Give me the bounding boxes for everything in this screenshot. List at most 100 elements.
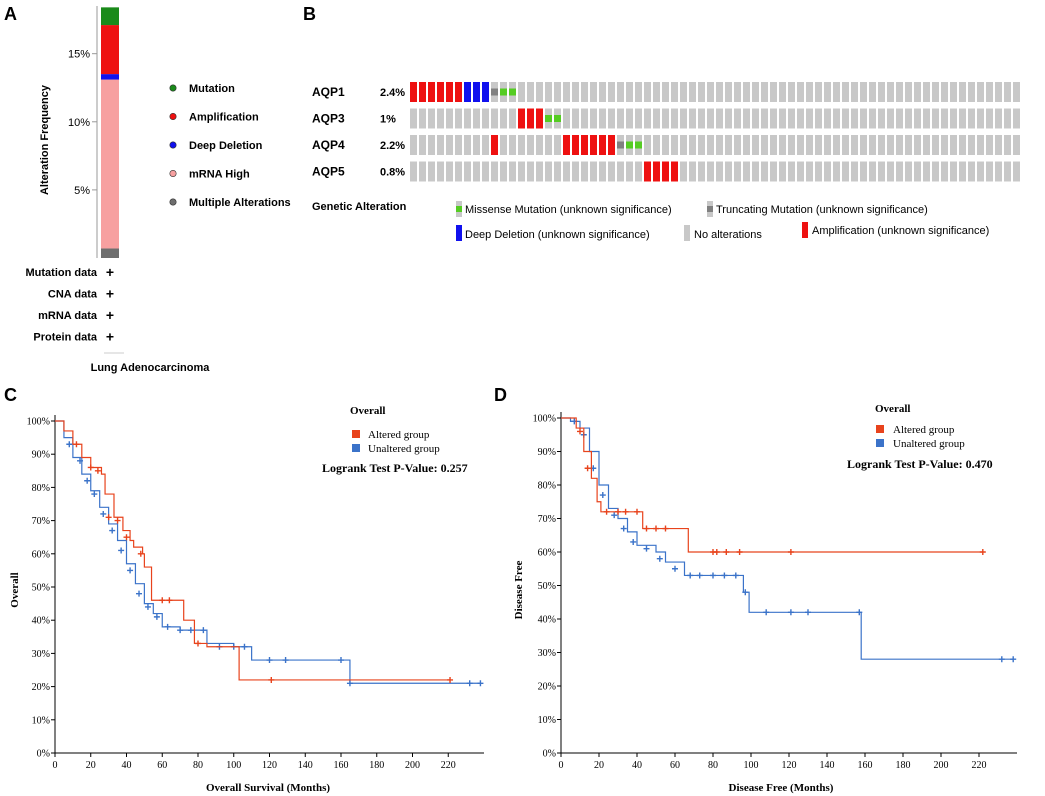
legend-dot [169, 141, 177, 149]
oncoprint-cell [833, 108, 840, 129]
oncoprint-cell [671, 161, 678, 182]
oncoprint-cell [923, 108, 930, 129]
oncoprint-cell [860, 108, 867, 129]
oncoprint-cell [617, 108, 624, 129]
censor-mark-unaltered-group [672, 565, 678, 572]
x-tick-label: 60 [670, 760, 680, 771]
oncoprint-cell [905, 135, 912, 155]
x-tick-label: 100 [226, 760, 241, 771]
oncoprint-cell [482, 108, 489, 129]
oncoprint-cell [842, 108, 849, 129]
oncoprint-cell [851, 161, 858, 182]
oncoprint-cell [527, 82, 534, 102]
oncoprint-cell [878, 161, 885, 182]
oncoprint-mutation-mark [617, 141, 624, 149]
censor-mark-unaltered-group [127, 567, 134, 574]
oncoprint-cell [689, 82, 696, 102]
y-tick-label: 80% [32, 483, 50, 494]
oncoprint-cell [671, 135, 678, 155]
oncoprint-cell [473, 135, 480, 155]
oncoprint-cell [761, 135, 768, 155]
oncoprint-cell [680, 161, 687, 182]
censor-mark-altered-group [114, 517, 121, 524]
oncoprint-mutation-mark [500, 88, 507, 96]
oncoprint-cell [653, 135, 660, 155]
oncoprint-cell [896, 108, 903, 129]
oncoprint-cell [1004, 135, 1011, 155]
oncoprint-cell [815, 82, 822, 102]
oncoprint-cell [446, 82, 453, 102]
censor-mark-altered-group [105, 514, 112, 521]
x-tick-label: 0 [559, 760, 564, 771]
data-row-marker: + [106, 329, 114, 345]
gene-label: AQP5 [312, 165, 345, 179]
oncoprint-cell [788, 82, 795, 102]
oncoprint-cell [554, 82, 561, 102]
censor-mark-unaltered-group [136, 590, 143, 597]
censor-mark-unaltered-group [84, 477, 91, 484]
oncoprint-cell [860, 135, 867, 155]
oncoprint-cell [608, 135, 615, 155]
legend-dot [169, 198, 177, 206]
oncoprint-cell [491, 135, 498, 155]
censor-mark-unaltered-group [787, 609, 794, 616]
oncoprint-cell [527, 108, 534, 129]
km-curve-altered-group [55, 420, 451, 681]
oncoprint-cell [689, 135, 696, 155]
oncoprint-cell [869, 161, 876, 182]
gene-percent: 1% [380, 114, 396, 126]
oncoprint-cell [833, 82, 840, 102]
oncoprint-cell [437, 82, 444, 102]
x-tick-label: 120 [782, 760, 797, 771]
oncoprint-cell [860, 82, 867, 102]
censor-mark-unaltered-group [477, 680, 484, 687]
oncoprint-cell [716, 82, 723, 102]
oncoprint-cell [437, 135, 444, 155]
oncoprint-cell [716, 108, 723, 129]
oncoprint-cell [572, 161, 579, 182]
oncoprint-cell [959, 82, 966, 102]
oncoprint-cell [698, 161, 705, 182]
oncoprint-cell [1013, 82, 1020, 102]
oncoprint-cell [1004, 161, 1011, 182]
oncoprint-cell [743, 108, 750, 129]
km-d-x-axis-label: Disease Free (Months) [729, 782, 834, 794]
y-tick-label: 30% [32, 649, 50, 660]
oncoprint-cell [590, 108, 597, 129]
oncoprint-cell [752, 108, 759, 129]
y-tick-label: 20% [538, 682, 556, 693]
oncoprint-cell [734, 108, 741, 129]
oncoprint-cell [446, 161, 453, 182]
y-tick-label: 50% [32, 583, 50, 594]
oncoprint-cell [887, 135, 894, 155]
censor-mark-unaltered-group [599, 492, 606, 499]
oncoprint-cell [752, 135, 759, 155]
oncoprint-cell [473, 82, 480, 102]
y-tick-label: 100% [533, 414, 556, 425]
censor-mark-unaltered-group [164, 623, 171, 630]
x-tick-label: 200 [934, 760, 949, 771]
oncoprint-cell [761, 161, 768, 182]
oncoprint-cell [716, 135, 723, 155]
oncoprint-cell [743, 161, 750, 182]
censor-mark-unaltered-group [100, 510, 107, 517]
oncoprint-cell [842, 82, 849, 102]
oncoprint-cell [869, 82, 876, 102]
oncoprint-mutation-mark [635, 141, 642, 149]
oncoprint-cell [545, 135, 552, 155]
oncoprint-cell [419, 135, 426, 155]
oncoprint-mutation-mark [491, 88, 498, 96]
censor-mark-altered-group [662, 525, 669, 532]
censor-mark-altered-group [166, 597, 173, 604]
x-tick-label: 0 [53, 760, 58, 771]
oncoprint-cell [923, 82, 930, 102]
oncoprint-cell [725, 135, 732, 155]
y-tick-label: 70% [32, 516, 50, 527]
oncoprint-cell [437, 161, 444, 182]
oncoprint-cell [950, 135, 957, 155]
oncoprint-cell [455, 161, 462, 182]
oncoprint-cell [878, 135, 885, 155]
oncoprint-cell [896, 135, 903, 155]
oncoprint-cell [968, 108, 975, 129]
censor-mark-unaltered-group [91, 491, 98, 498]
